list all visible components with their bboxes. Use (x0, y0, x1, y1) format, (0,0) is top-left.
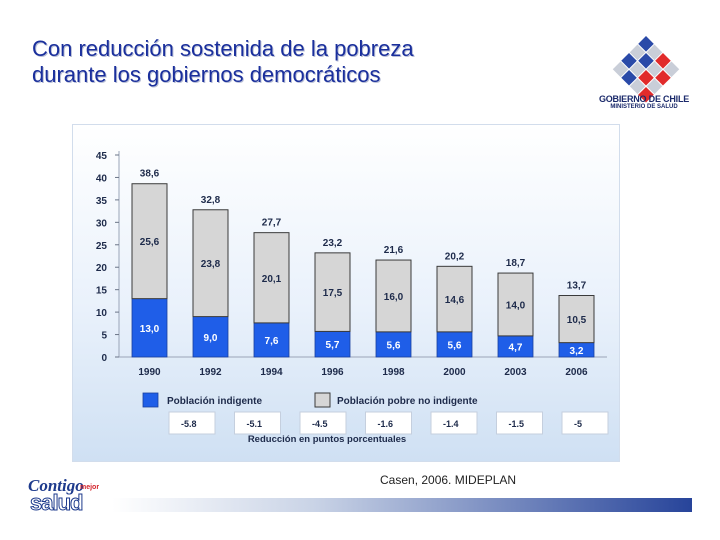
slide-title: Con reducción sostenida de la pobreza du… (32, 36, 572, 88)
x-tick-label: 2006 (565, 367, 588, 378)
reduction-value: -5.8 (181, 419, 197, 429)
chart-frame: 0 5 10 15 20 25 30 35 40 45 13,0 25,6 38,6 1990 9,0 23,… (72, 124, 620, 462)
data-label-total: 27,7 (262, 218, 282, 229)
bar-pobre-no-indigente (375, 259, 412, 333)
poverty-stacked-bar-chart: 0 5 10 15 20 25 30 35 40 45 13,0 25,6 38,6 1990 9,0 23,… (96, 151, 609, 445)
bar-indigente (131, 298, 168, 358)
data-label-pobre-no-indigente: 14,6 (445, 295, 465, 306)
reduction-box (496, 411, 543, 435)
reduction-box (299, 411, 347, 435)
y-tick-label: 30 (96, 218, 108, 229)
gobierno-de-chile-text: GOBIERNO DE CHILE (598, 94, 690, 104)
bar-indigente (192, 316, 229, 358)
data-label-indigente: 4,7 (509, 342, 523, 353)
legend-label-indigente: Población indigente (167, 396, 262, 407)
data-label-pobre-no-indigente: 25,6 (140, 237, 160, 248)
legend-swatch-indigente (142, 392, 159, 408)
reduction-box (430, 411, 478, 435)
reduction-value: -1.5 (509, 419, 525, 429)
y-tick-label: 20 (96, 263, 108, 274)
reduction-box (168, 411, 216, 435)
data-label-indigente: 5,6 (387, 340, 401, 351)
source-note: Casen, 2006. MIDEPLAN (380, 473, 517, 487)
y-tick-label: 35 (96, 196, 108, 207)
data-label-total: 18,7 (506, 258, 526, 269)
reduction-value: -5 (574, 419, 582, 429)
y-tick-label: 0 (101, 353, 107, 364)
data-label-pobre-no-indigente: 23,8 (201, 259, 221, 270)
reduction-box (365, 411, 412, 435)
data-label-pobre-no-indigente: 20,1 (262, 274, 282, 285)
reduction-box (234, 411, 281, 435)
bar-pobre-no-indigente (131, 183, 168, 300)
ministerio-text: MINISTERIO DE SALUD (610, 104, 678, 110)
data-label-indigente: 5,6 (448, 340, 462, 351)
y-tick-label: 10 (96, 308, 108, 319)
y-tick-label: 45 (96, 151, 108, 162)
x-tick-label: 1994 (260, 367, 283, 378)
bar-pobre-no-indigente (253, 232, 290, 324)
bar-pobre-no-indigente (497, 272, 534, 337)
reduction-box (561, 411, 609, 435)
y-tick-label: 5 (101, 331, 107, 342)
data-label-pobre-no-indigente: 14,0 (506, 300, 526, 311)
data-label-total: 20,2 (445, 251, 465, 262)
title-line-1: Con reducción sostenida de la pobreza (32, 36, 414, 61)
bar-pobre-no-indigente (314, 252, 351, 332)
gobierno-de-chile-logo (612, 36, 680, 103)
reduction-value: -4.5 (312, 419, 328, 429)
x-tick-label: 1998 (382, 367, 405, 378)
data-label-total: 23,2 (323, 238, 343, 249)
x-tick-label: 2000 (443, 367, 466, 378)
data-label-indigente: 5,7 (326, 340, 340, 351)
data-label-indigente: 13,0 (140, 324, 160, 335)
bar-indigente (436, 331, 473, 358)
legend-swatch-pobre-no-indigente (314, 392, 331, 408)
bar-indigente (253, 322, 290, 358)
legend-label-pobre-no-indigente: Población pobre no indigente (337, 396, 478, 407)
x-tick-label: 2003 (504, 367, 527, 378)
data-label-indigente: 7,6 (265, 336, 279, 347)
data-label-total: 38,6 (140, 169, 160, 180)
x-tick-label: 1996 (321, 367, 344, 378)
y-tick-label: 25 (96, 241, 108, 252)
bar-pobre-no-indigente (558, 295, 595, 344)
data-label-total: 13,7 (567, 281, 587, 292)
data-label-pobre-no-indigente: 16,0 (384, 292, 404, 303)
data-label-total: 32,8 (201, 195, 221, 206)
data-label-pobre-no-indigente: 17,5 (323, 288, 343, 299)
contigo-mejor-salud-logo: Contigo mejor salud (28, 476, 100, 516)
x-tick-label: 1992 (199, 367, 222, 378)
footer-gradient-bar (112, 498, 692, 512)
data-label-pobre-no-indigente: 10,5 (567, 315, 587, 326)
bar-pobre-no-indigente (192, 209, 229, 318)
reduction-caption: Reducción en puntos porcentuales (248, 434, 406, 445)
x-tick-label: 1990 (138, 367, 161, 378)
y-tick-label: 40 (96, 173, 108, 184)
data-label-total: 21,6 (384, 245, 404, 256)
reduction-value: -5.1 (247, 419, 263, 429)
title-line-2: durante los gobiernos democráticos (32, 62, 381, 87)
data-label-indigente: 9,0 (204, 333, 218, 344)
y-tick-label: 15 (96, 286, 108, 297)
reduction-value: -1.6 (378, 419, 394, 429)
reduction-value: -1.4 (443, 419, 459, 429)
data-label-indigente: 3,2 (570, 346, 584, 357)
bar-pobre-no-indigente (436, 265, 473, 333)
